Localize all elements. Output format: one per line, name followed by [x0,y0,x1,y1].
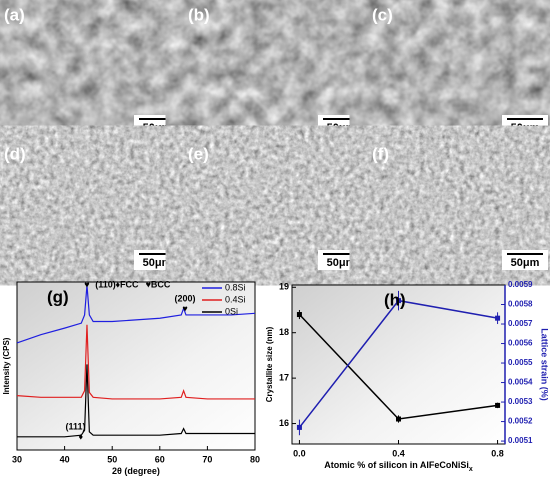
scale-bar-label: 50μm [143,122,172,134]
panel-label: (h) [384,290,406,309]
y2-tick-label: 0.0057 [508,319,533,328]
y-tick-label: 17 [279,373,289,383]
panel-label: (f) [372,144,389,163]
y2-tick-label: 0.0056 [508,339,533,348]
annotation: ♥ [84,279,89,289]
x-axis-label: Atomic % of silicon in AlFeCoNiSix [324,460,473,472]
scale-bar-label: 50μm [327,257,356,269]
series-line [16,324,255,400]
marker [296,312,302,318]
sem-image [184,0,366,137]
panel-label: (c) [372,5,393,24]
sem-image [368,139,550,272]
y2-tick-label: 0.0051 [508,436,533,445]
y-axis-label: Intensity (CPS) [2,337,11,394]
marker [296,424,302,430]
y-tick-label: 19 [279,282,289,292]
annotation: ♥BCC [146,279,171,289]
x-tick-label: 0.4 [392,448,405,458]
x-tick-label: 30 [12,454,22,464]
annotation: ♦FCC [115,279,139,289]
annotation: ♥ [182,303,187,313]
marker [495,315,501,321]
y-tick-label: 18 [279,327,289,337]
legend-label: 0.4Si [225,294,246,304]
plot-background [17,282,255,450]
series-line [17,364,255,438]
annotation: ♦ [78,431,83,441]
x-tick-label: 80 [250,454,260,464]
y2-tick-label: 0.0052 [508,417,533,426]
y2-tick-label: 0.0054 [508,378,533,387]
scale-bar-label: 50μm [511,122,540,134]
x-tick-label: 70 [202,454,212,464]
scale-bar-label: 50μm [143,257,172,269]
x-tick-label: 0.0 [293,448,306,458]
legend-label: 0Si [225,306,238,316]
sem-image [368,0,550,137]
sem-image [184,139,366,272]
y2-tick-label: 0.0053 [508,397,533,406]
annotation: (110) [95,279,116,289]
annotation: (111) [66,421,86,431]
x-tick-label: 50 [107,454,117,464]
panel-label: (a) [4,5,25,24]
panel-label: (d) [4,144,26,163]
x-tick-label: 0.8 [491,448,504,458]
y2-tick-label: 0.0059 [508,280,533,289]
x-axis-label-main: Atomic % of silicon in AlFeCoNiSi [324,460,469,470]
y-tick-label: 16 [279,418,289,428]
scale-bar-label: 50μm [327,122,356,134]
panel-label: (e) [188,144,209,163]
y2-tick-label: 0.0055 [508,358,533,367]
panel-label: (b) [188,5,210,24]
y-axis-label: Crystallite size (nm) [265,326,274,402]
plot-frame [16,281,256,451]
sem-image [0,139,182,272]
scale-bar-label: 50μm [511,257,540,269]
marker [396,416,401,422]
marker [396,298,401,304]
y2-tick-label: 0.0058 [508,300,533,309]
legend-label: 0.8Si [225,282,246,292]
x-tick-label: 60 [155,454,165,464]
y2-axis-label: Lattice strain (%) [540,328,550,401]
x-axis-label-sub: x [469,466,473,473]
series-line [16,285,256,344]
sem-image [0,0,182,137]
x-axis-label-main: 2θ (degree) [112,466,160,476]
annotation: (200) [175,293,196,303]
x-axis-label: 2θ (degree) [112,466,160,476]
x-tick-label: 40 [60,454,70,464]
marker [495,402,501,408]
panel-label: (g) [47,287,69,306]
